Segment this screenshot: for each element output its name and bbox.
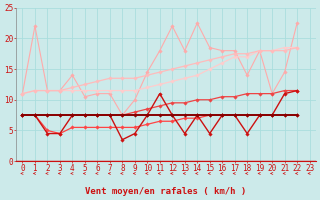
X-axis label: Vent moyen/en rafales ( km/h ): Vent moyen/en rafales ( km/h ) [85, 187, 247, 196]
